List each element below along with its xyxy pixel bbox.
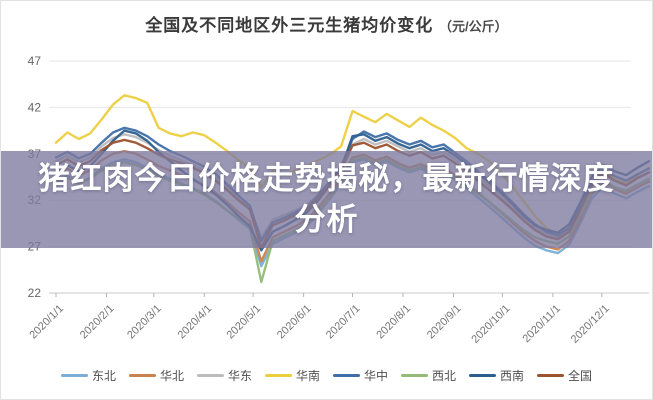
headline-text-line1: 猪红肉今日价格走势揭秘，最新行情深度	[38, 161, 615, 197]
x-axis-label: 2020/8/1	[374, 303, 413, 342]
legend-swatch-华北	[128, 374, 156, 377]
legend-item-西北: 西北	[401, 367, 456, 384]
legend-item-全国: 全国	[537, 367, 592, 384]
legend-item-华东: 华东	[196, 367, 252, 384]
legend-swatch-全国	[537, 374, 565, 377]
legend-label: 西北	[432, 369, 457, 383]
legend-swatch-华中	[333, 374, 360, 377]
x-axis-label: 2020/2/1	[78, 303, 117, 342]
x-axis-label: 2020/10/1	[469, 303, 512, 346]
x-axis-label: 2020/11/1	[520, 303, 563, 346]
legend-label: 华中	[364, 369, 389, 383]
legend-swatch-华东	[196, 374, 224, 377]
legend-swatch-西南	[469, 374, 497, 377]
x-axis-label: 2020/5/1	[224, 303, 263, 342]
x-axis-label: 2020/12/1	[569, 303, 612, 346]
legend-item-华南: 华南	[264, 367, 320, 384]
x-axis-label: 2020/9/1	[425, 303, 464, 342]
chart-title-text: 全国及不同地区外三元生猪均价变化	[145, 16, 434, 35]
x-axis-label: 2020/6/1	[275, 303, 314, 342]
headline-banner-overlay: 猪红肉今日价格走势揭秘，最新行情深度 分析	[1, 151, 652, 248]
legend-label: 东北	[91, 369, 116, 383]
chart-legend: 东北 华北 华东 华南 华中 西北 西南 全国	[1, 367, 652, 384]
legend-label: 全国	[568, 369, 593, 383]
headline-text-line2: 分析	[294, 201, 359, 237]
legend-swatch-西北	[401, 374, 429, 377]
x-axis-label: 2020/7/1	[324, 303, 363, 342]
legend-item-华北: 华北	[128, 367, 184, 384]
legend-item-华中: 华中	[333, 367, 388, 384]
chart-title-unit: （元/公斤）	[439, 19, 508, 34]
legend-item-西南: 西南	[469, 367, 524, 384]
legend-swatch-华南	[264, 374, 292, 377]
x-axis-label: 2020/4/1	[176, 303, 215, 342]
chart-title: 全国及不同地区外三元生猪均价变化 （元/公斤）	[1, 11, 652, 36]
legend-label: 华南	[295, 369, 320, 383]
x-axis-label: 2020/1/1	[27, 303, 66, 342]
legend-item-东北: 东北	[60, 367, 116, 384]
legend-label: 华东	[227, 369, 252, 383]
legend-label: 西南	[500, 369, 525, 383]
y-axis-label: 22	[28, 286, 42, 300]
legend-swatch-东北	[60, 374, 88, 377]
x-axis-label: 2020/3/1	[125, 303, 164, 342]
y-axis-label: 42	[28, 100, 42, 114]
y-axis-label: 47	[28, 54, 42, 68]
legend-label: 华北	[159, 369, 184, 383]
